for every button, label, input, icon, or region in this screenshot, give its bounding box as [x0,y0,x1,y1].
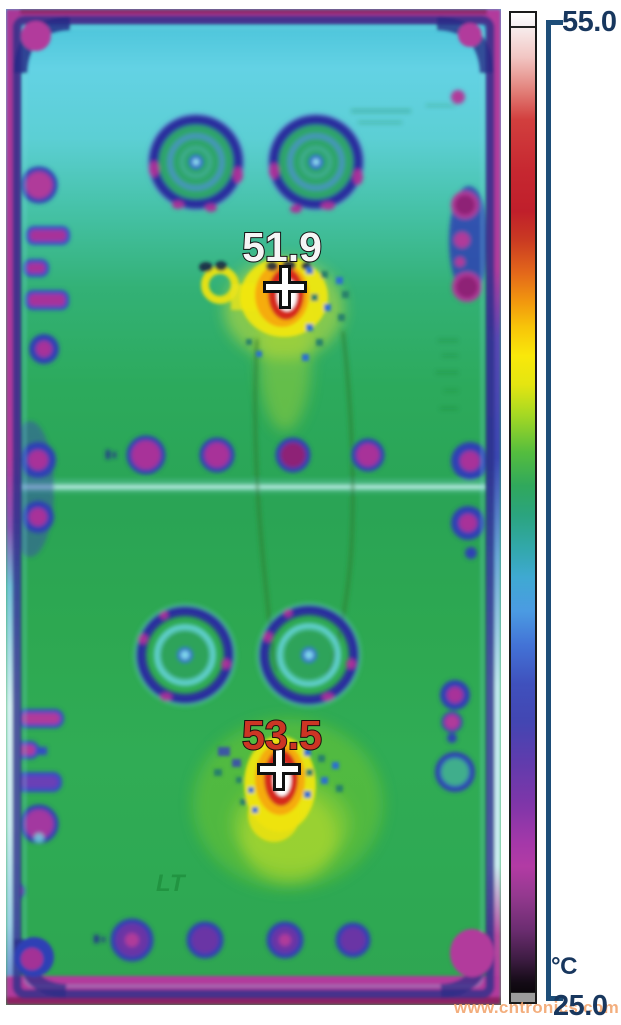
component-pads [246,267,349,361]
board-logo: LT [156,870,187,897]
spot-temperature-bottom: 53.5 [242,712,322,758]
watermark: www.cntronics.com [453,998,619,1017]
board-frame [6,9,501,1005]
spot-crosshair-bottom [257,747,301,791]
thermal-image: 51.9 53.5 LT [6,9,501,1005]
scale-bracket-tick-bottom [546,996,563,1001]
scale-min-label: 25.0 [553,990,608,1022]
scale-max-label: 55.0 [562,6,617,38]
colorbar-gradient [511,28,535,992]
right-edge-components [435,90,489,792]
corner-screw [21,21,51,51]
spot-temperature-top: 51.9 [242,224,322,270]
corner-screw [450,929,494,977]
silkscreen-marks [351,104,458,410]
corner-screw [458,23,482,47]
connector-top-right [267,113,365,213]
colorbar-overflow-cap [511,13,535,28]
via-row-bottom [94,918,371,962]
component-pads [214,747,343,813]
colorbar-underflow-cap [511,992,535,1002]
scale-unit-label: °C [551,953,577,980]
connector-top-left [147,113,245,212]
scale-bracket-line [546,20,551,1001]
temperature-colorbar [509,11,537,1004]
board-seam [20,479,487,493]
spot-crosshair-top [263,265,307,309]
scale-bracket-tick-top [546,20,563,25]
connector-bottom-right [256,602,362,708]
via-row-middle [106,435,385,475]
connector-bottom-left [133,603,237,707]
